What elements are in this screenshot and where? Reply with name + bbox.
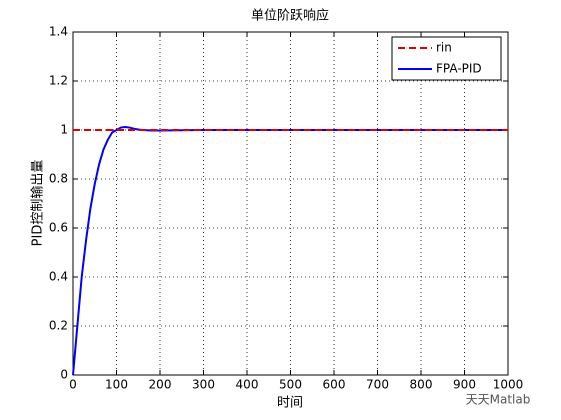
legend-label: rin — [436, 41, 452, 55]
axes-frame — [72, 31, 509, 376]
x-tick-label: 300 — [192, 378, 215, 392]
chart-title: 单位阶跃响应 — [251, 8, 329, 24]
y-tick-label: 0.2 — [49, 319, 68, 333]
x-tick-label: 0 — [69, 378, 77, 392]
y-tick-label: 0 — [60, 368, 68, 382]
x-tick-label: 700 — [366, 378, 389, 392]
x-tick-label: 1000 — [493, 378, 524, 392]
y-axis-label: PID控制输出量 — [30, 160, 46, 247]
legend-box — [391, 36, 502, 81]
x-tick-label: 900 — [453, 378, 476, 392]
y-tick-label: 1.2 — [49, 74, 68, 88]
x-tick-label: 600 — [323, 378, 346, 392]
plot-area — [73, 32, 508, 375]
y-tick-label: 1.4 — [49, 25, 68, 39]
x-tick-label: 800 — [410, 378, 433, 392]
y-tick-label: 0.6 — [49, 221, 68, 235]
x-tick-label: 400 — [236, 378, 259, 392]
y-tick-label: 0.4 — [49, 270, 68, 284]
legend-label: FPA-PID — [436, 62, 482, 76]
y-tick-label: 0.8 — [49, 172, 68, 186]
x-tick-label: 500 — [279, 378, 302, 392]
x-tick-label: 200 — [149, 378, 172, 392]
y-tick-label: 1 — [60, 123, 68, 137]
x-axis-label: 时间 — [277, 396, 303, 411]
watermark: 天天Matlab — [466, 393, 531, 407]
x-tick-label: 100 — [105, 378, 128, 392]
